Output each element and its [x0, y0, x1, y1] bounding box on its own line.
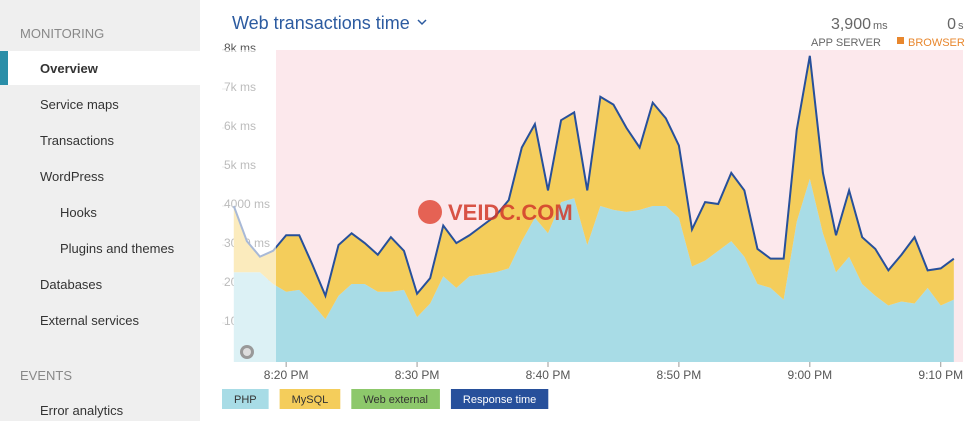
- nav-item[interactable]: Hooks: [60, 205, 97, 220]
- stat-label: APP SERVER: [811, 37, 881, 49]
- stat-label: BROWSER: [908, 37, 965, 49]
- scrubber-handle-inner: [243, 348, 251, 356]
- legend-chip[interactable]: [279, 389, 341, 409]
- legend-chip[interactable]: [450, 389, 549, 409]
- legend-label[interactable]: MySQL: [292, 394, 329, 406]
- legend-label[interactable]: Web external: [363, 394, 428, 406]
- nav-item[interactable]: Service maps: [40, 97, 119, 112]
- watermark-icon: [418, 200, 442, 224]
- stacked-area: [233, 55, 954, 320]
- nav-item[interactable]: Transactions: [40, 133, 114, 148]
- x-tick-label: 9:00 PM: [787, 368, 832, 382]
- x-tick-label: 8:20 PM: [264, 368, 309, 382]
- x-tick-label: 8:30 PM: [395, 368, 440, 382]
- x-tick-label: 8:40 PM: [526, 368, 571, 382]
- legend-label[interactable]: PHP: [234, 394, 257, 406]
- nav-item[interactable]: Overview: [40, 61, 99, 76]
- stat-value: 0: [947, 16, 956, 33]
- active-item-bg: [0, 51, 200, 85]
- nav-item[interactable]: Error analytics: [40, 403, 124, 418]
- chart-title[interactable]: Web transactions time: [232, 13, 410, 33]
- legend-chip[interactable]: [351, 389, 440, 409]
- stat-unit: s: [958, 20, 964, 32]
- faded-region: [222, 50, 276, 362]
- nav-item[interactable]: Plugins and themes: [60, 241, 175, 256]
- nav-item[interactable]: External services: [40, 313, 139, 328]
- dropdown-chevron[interactable]: [417, 19, 427, 26]
- section-title: MONITORING: [20, 26, 104, 41]
- legend-chip[interactable]: [222, 389, 269, 409]
- stacked-area: [233, 178, 954, 362]
- active-item-bar: [0, 51, 8, 85]
- x-tick-label: 8:50 PM: [657, 368, 702, 382]
- stat-value: 3,900: [831, 16, 871, 33]
- section-title: EVENTS: [20, 368, 72, 383]
- browser-swatch: [897, 37, 904, 44]
- legend-label[interactable]: Response time: [463, 394, 536, 406]
- stat-unit: ms: [873, 20, 888, 32]
- nav-item[interactable]: Databases: [40, 277, 103, 292]
- response-time-line: [232, 55, 955, 299]
- nav-item[interactable]: WordPress: [40, 169, 105, 184]
- x-tick-label: 9:10 PM: [918, 368, 963, 382]
- watermark: VEIDC.COM: [448, 200, 573, 225]
